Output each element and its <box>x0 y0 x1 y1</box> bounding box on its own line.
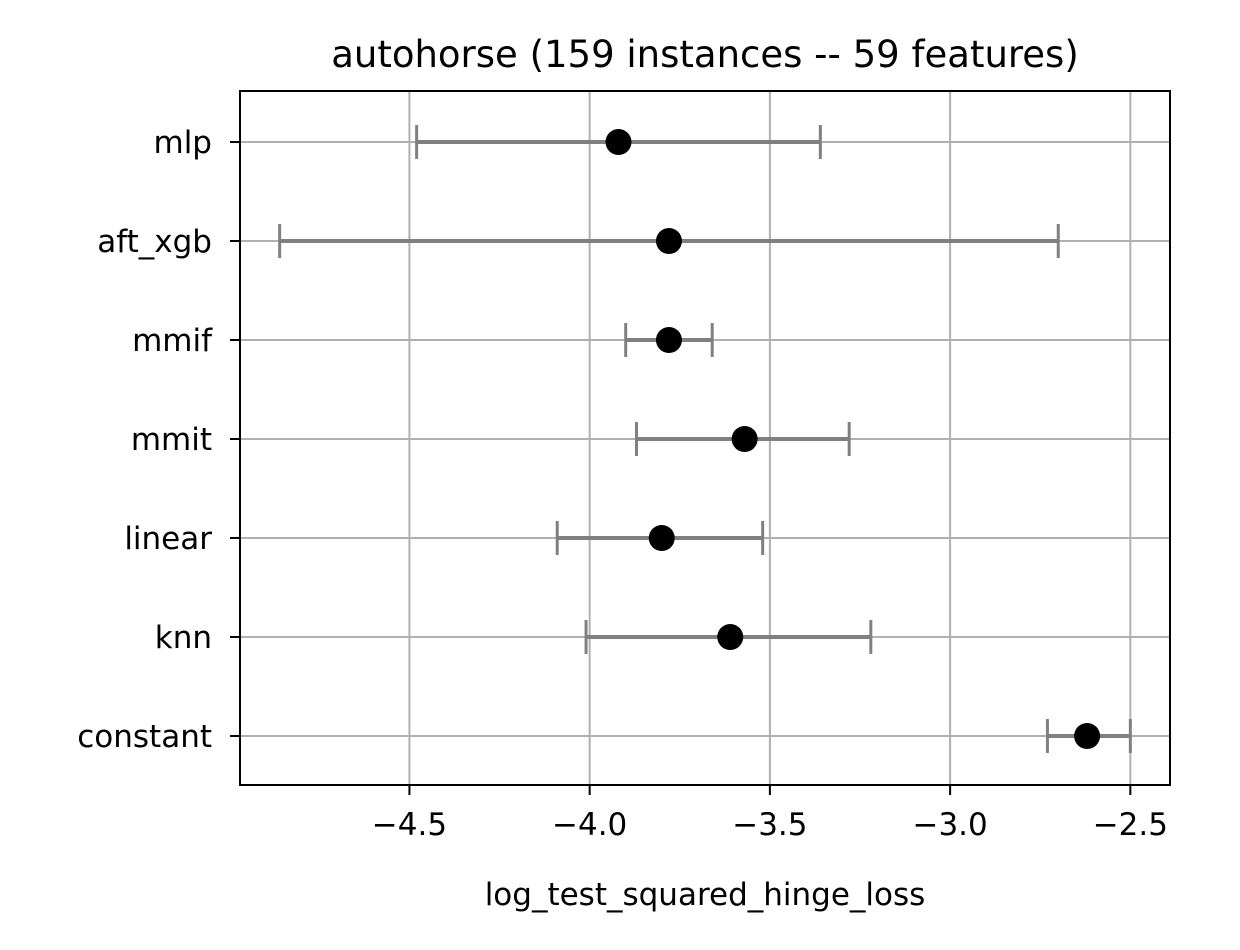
y-tick-label: mlp <box>154 125 213 161</box>
x-axis-ticks: −4.5 −4.0 −3.5 −3.0 −2.5 <box>372 785 1168 843</box>
mean-marker-mmit <box>731 426 758 452</box>
mean-marker-linear <box>648 525 675 551</box>
y-tick-label: linear <box>124 521 212 557</box>
x-tick-label: −3.5 <box>732 807 807 843</box>
mean-marker-mmif <box>655 327 682 353</box>
mean-marker-mlp <box>605 129 632 155</box>
y-tick-label: aft_xgb <box>97 224 212 260</box>
x-tick-label: −2.5 <box>1093 807 1168 843</box>
x-tick-label: −4.0 <box>552 807 627 843</box>
mean-marker-constant <box>1074 723 1101 749</box>
mean-markers <box>605 129 1101 749</box>
y-tick-label: mmif <box>132 323 213 359</box>
x-tick-label: −3.0 <box>912 807 987 843</box>
y-tick-label: knn <box>155 620 212 656</box>
mean-marker-aft_xgb <box>655 228 682 254</box>
x-axis-label: log_test_squared_hinge_loss <box>485 877 926 913</box>
y-tick-label: mmit <box>131 422 212 458</box>
chart-title: autohorse (159 instances -- 59 features) <box>331 33 1079 76</box>
mean-marker-knn <box>717 624 744 650</box>
y-tick-label: constant <box>77 719 212 755</box>
x-tick-label: −4.5 <box>372 807 447 843</box>
